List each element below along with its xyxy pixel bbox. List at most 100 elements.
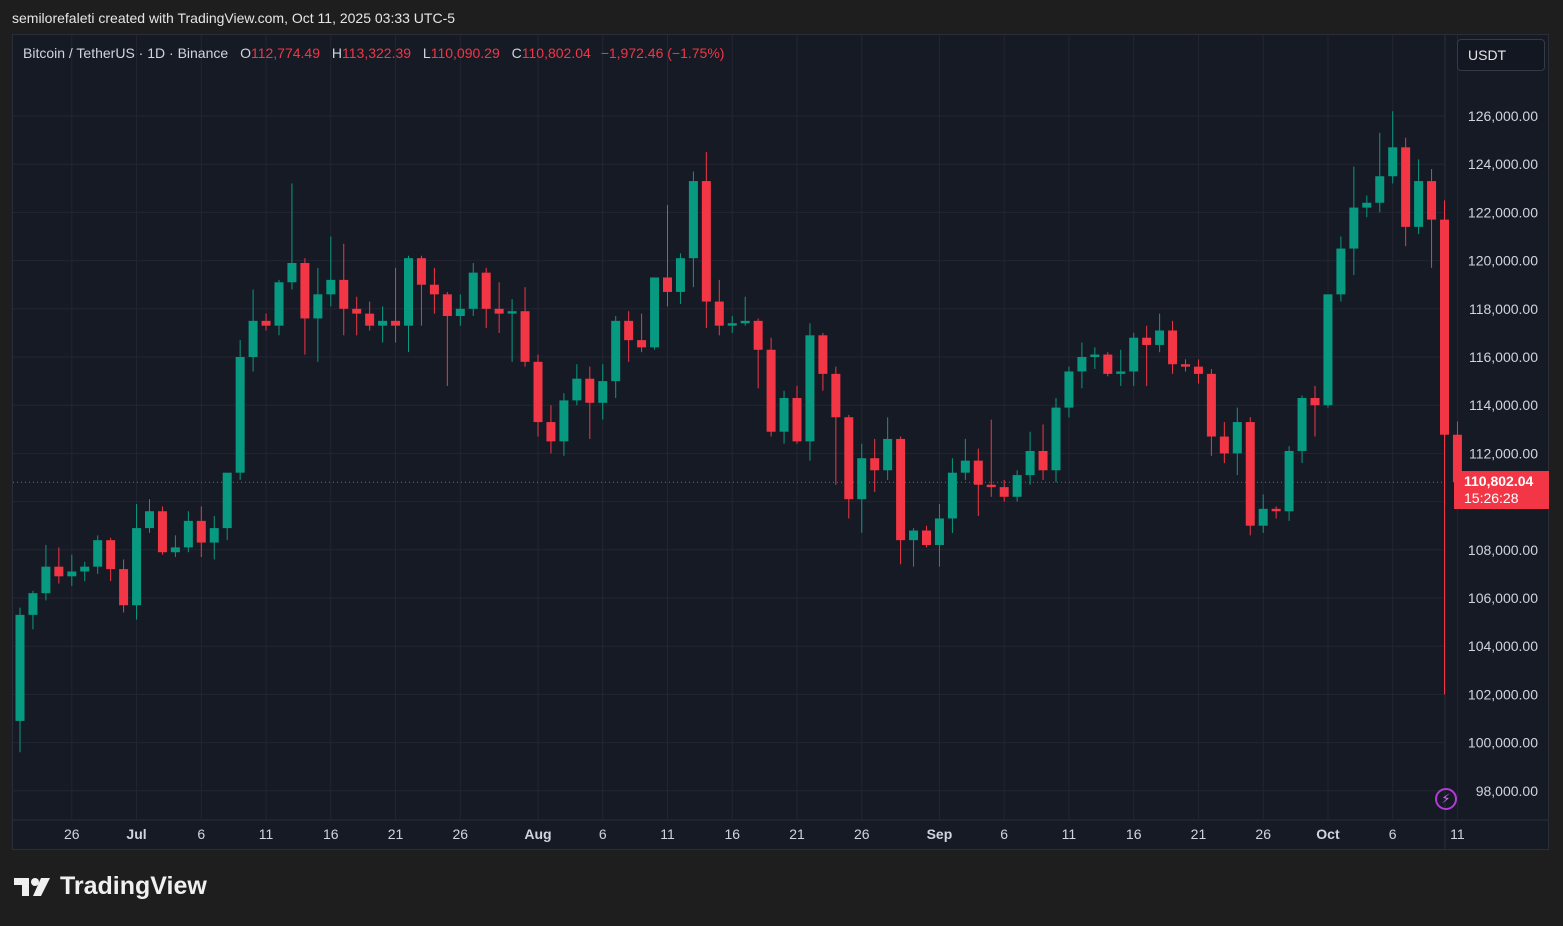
time-axis[interactable]: 26 Jul 6 11 16 21 26 Aug 6 11 16 21 26 Sep 6 11 16 21 26 Oc… [64,826,1465,842]
currency-button[interactable]: USDT [1457,39,1545,71]
candle [145,499,154,533]
candle-body [1401,147,1411,227]
candle [481,267,491,329]
y-tick-label: 124,000.00 [1468,156,1538,172]
candle [857,443,867,533]
candle-body [624,320,634,341]
x-tick-label: 11 [1062,826,1077,842]
candle-body [1232,422,1242,454]
candle-body [196,520,206,543]
candle-body [54,566,64,577]
x-tick-label: Sep [927,826,953,842]
candle [805,323,815,461]
candle-body [1427,181,1437,220]
candle-body [287,263,297,283]
candle-body [986,484,996,488]
candle-body [999,487,1009,497]
x-tick-label: 16 [323,826,339,842]
candle-body [714,301,724,326]
candle-body [1258,508,1268,526]
candle-body [80,566,90,572]
candle [404,255,413,353]
candle [429,267,439,314]
candle [1142,325,1152,386]
candle [67,554,77,586]
candle [922,525,931,548]
candle [54,547,64,584]
candle [740,296,750,326]
candle [1414,159,1424,235]
candle-body [429,284,439,295]
candle-body [870,458,880,471]
candle-body [274,282,284,326]
candle [132,504,142,620]
candle-body [883,438,893,471]
candle-body [416,258,426,285]
candle [1362,195,1372,218]
high-value: 113,322.39 [342,45,412,61]
candle [1051,397,1061,483]
candle-body [93,540,103,567]
candle [119,559,129,613]
y-tick-label: 118,000.00 [1469,301,1538,317]
low-label: L [422,45,431,61]
x-tick-label: Oct [1316,826,1340,842]
candle-body [106,540,116,570]
candle [883,417,893,480]
candle [170,535,180,558]
candle-body [1336,248,1346,295]
candle [960,438,970,480]
candlestick-chart[interactable]: 126,000.00 124,000.00 122,000.00 120,000.00… [13,35,1548,849]
open-label: O [240,45,251,61]
candle [442,291,452,386]
candle [416,255,426,326]
candle-body [1181,364,1190,367]
candle-body [740,320,750,324]
candle [1025,431,1035,485]
candle [870,438,880,492]
x-tick-label: 6 [1000,826,1008,842]
candle-body [844,417,854,500]
candle-body [663,277,672,292]
candle [1401,137,1411,247]
candle [313,267,323,362]
candle [714,279,724,336]
x-tick-label: 11 [259,826,274,842]
candle [598,364,608,420]
x-tick-label: 21 [789,826,805,842]
candle-body [28,593,38,615]
y-tick-label: 116,000.00 [1469,349,1538,365]
candle-body [442,294,452,317]
candle [1310,385,1320,437]
price-axis[interactable]: 126,000.00 124,000.00 122,000.00 120,000.00… [1468,108,1538,799]
candle [507,299,517,362]
candle [533,354,543,437]
attribution-text: semilorefaleti created with TradingView.… [12,10,456,26]
last-price-tag: 110,802.04 15:26:28 [1454,471,1549,510]
x-tick-label: Aug [524,826,551,842]
candle [1245,417,1255,536]
candle-body [313,294,323,319]
y-tick-label: 98,000.00 [1476,783,1538,799]
lightning-icon[interactable]: ⚡ [1435,788,1457,810]
candle [157,506,167,555]
candle [209,516,219,560]
y-tick-label: 112,000.00 [1469,445,1538,461]
candle [650,277,660,350]
candle [1206,369,1216,456]
candle [1349,166,1359,276]
x-tick-label: 26 [1255,826,1271,842]
candle [999,479,1009,502]
candle-body [1051,407,1061,471]
candle-body [546,422,556,442]
chart-pane[interactable]: 126,000.00 124,000.00 122,000.00 120,000.00… [12,34,1549,850]
candle [688,171,698,288]
x-tick-label: 26 [854,826,870,842]
candle [663,205,672,307]
x-tick-label: 6 [1389,826,1397,842]
candle-body [896,438,906,541]
candle-body [805,335,815,442]
candle [1232,407,1242,476]
x-tick-label: 11 [1450,826,1465,842]
candle-body [1284,450,1294,512]
